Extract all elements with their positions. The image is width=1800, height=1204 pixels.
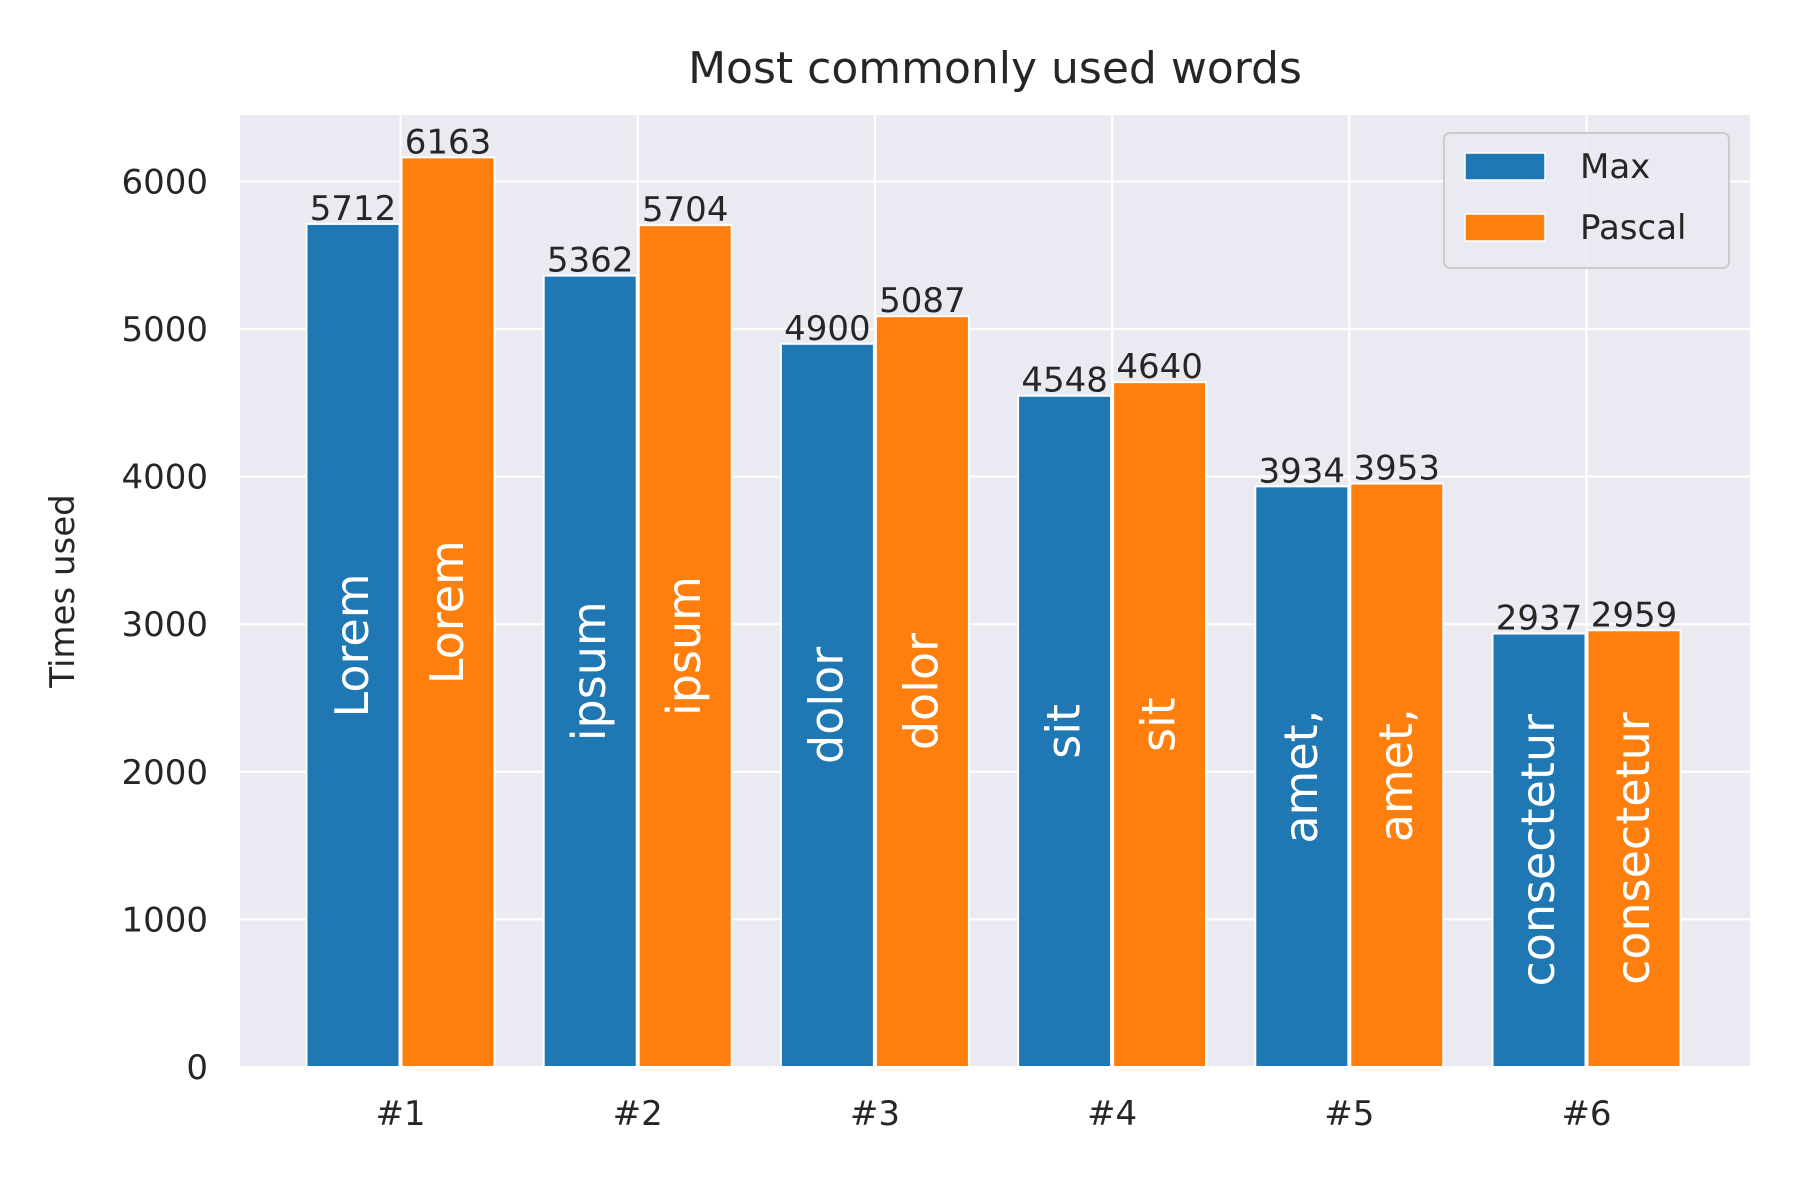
- bar-word-label: consectetur: [1511, 714, 1565, 987]
- y-tick-label: 6000: [121, 162, 208, 202]
- legend-swatch-pascal: [1464, 213, 1546, 242]
- bar-value-label: 2937: [1496, 599, 1583, 639]
- bar-max: [305, 222, 401, 1068]
- bar-value-labels: 5712 5362 4900 4548 3934 2937 6163 5704 5087 4640…: [310, 122, 1678, 638]
- bar-word-label: amet,: [1274, 710, 1328, 844]
- bar-value-label: 4900: [784, 309, 871, 349]
- bar-word-label: Lorem: [420, 540, 474, 684]
- bar-value-label: 5704: [642, 190, 729, 230]
- bar-value-label: 5087: [879, 281, 966, 321]
- bar-pascal: [1349, 482, 1445, 1069]
- legend-swatch-max: [1464, 152, 1546, 181]
- x-tick-label: #6: [1561, 1094, 1611, 1134]
- y-axis-label: Times used: [43, 494, 83, 689]
- chart-title: Most commonly used words: [688, 43, 1302, 94]
- x-tick-label: #5: [1324, 1094, 1374, 1134]
- bar-max: [779, 342, 875, 1068]
- legend: Max Pascal: [1443, 132, 1730, 269]
- x-tick-label: #3: [850, 1094, 900, 1134]
- bar-value-label: 4640: [1116, 347, 1203, 387]
- bar-max: [1254, 485, 1350, 1068]
- bar-pascal: [1112, 381, 1208, 1068]
- bar-value-label: 4548: [1021, 361, 1108, 401]
- x-axis-ticks: #1 #2 #3 #4 #5 #6: [375, 1094, 1611, 1134]
- x-tick-label: #4: [1087, 1094, 1137, 1134]
- x-tick-label: #2: [613, 1094, 663, 1134]
- bar-value-label: 5712: [310, 189, 397, 229]
- bar-pascal: [874, 315, 970, 1068]
- bar-word-label: ipsum: [562, 601, 616, 741]
- y-tick-label: 3000: [121, 605, 208, 645]
- bar-pascal: [400, 156, 496, 1069]
- y-axis-ticks: 0 1000 2000 3000 4000 5000 6000: [121, 162, 208, 1088]
- bar-word-label: consectetur: [1606, 712, 1660, 985]
- legend-label: Max: [1580, 147, 1650, 187]
- bar-word-label: dolor: [894, 633, 948, 750]
- y-tick-label: 0: [186, 1048, 208, 1088]
- bar-word-labels: Lorem ipsum dolor sit amet, consectetur Lorem i…: [325, 540, 1660, 986]
- bar-word-label: sit: [1037, 704, 1091, 759]
- bar-max: [1017, 394, 1113, 1068]
- bar-value-label: 2959: [1591, 595, 1678, 635]
- y-tick-label: 5000: [121, 310, 208, 350]
- bars: [305, 156, 1682, 1069]
- bar-word-label: Lorem: [325, 573, 379, 717]
- bar-word-label: amet,: [1369, 708, 1423, 842]
- bar-word-label: sit: [1132, 697, 1186, 752]
- bar-max: [542, 274, 638, 1068]
- bar-value-label: 3953: [1354, 449, 1441, 489]
- y-tick-label: 1000: [121, 900, 208, 940]
- bar-value-label: 3934: [1259, 451, 1346, 491]
- bar-pascal: [637, 224, 733, 1068]
- legend-label: Pascal: [1580, 208, 1687, 248]
- bar-value-label: 6163: [405, 122, 492, 162]
- x-tick-label: #1: [375, 1094, 425, 1134]
- y-tick-label: 2000: [121, 753, 208, 793]
- y-tick-label: 4000: [121, 458, 208, 498]
- bar-value-label: 5362: [547, 241, 634, 281]
- bar-pascal: [1586, 629, 1682, 1069]
- bar-word-label: ipsum: [657, 576, 711, 716]
- bar-word-label: dolor: [799, 647, 853, 764]
- bar-max: [1491, 632, 1587, 1069]
